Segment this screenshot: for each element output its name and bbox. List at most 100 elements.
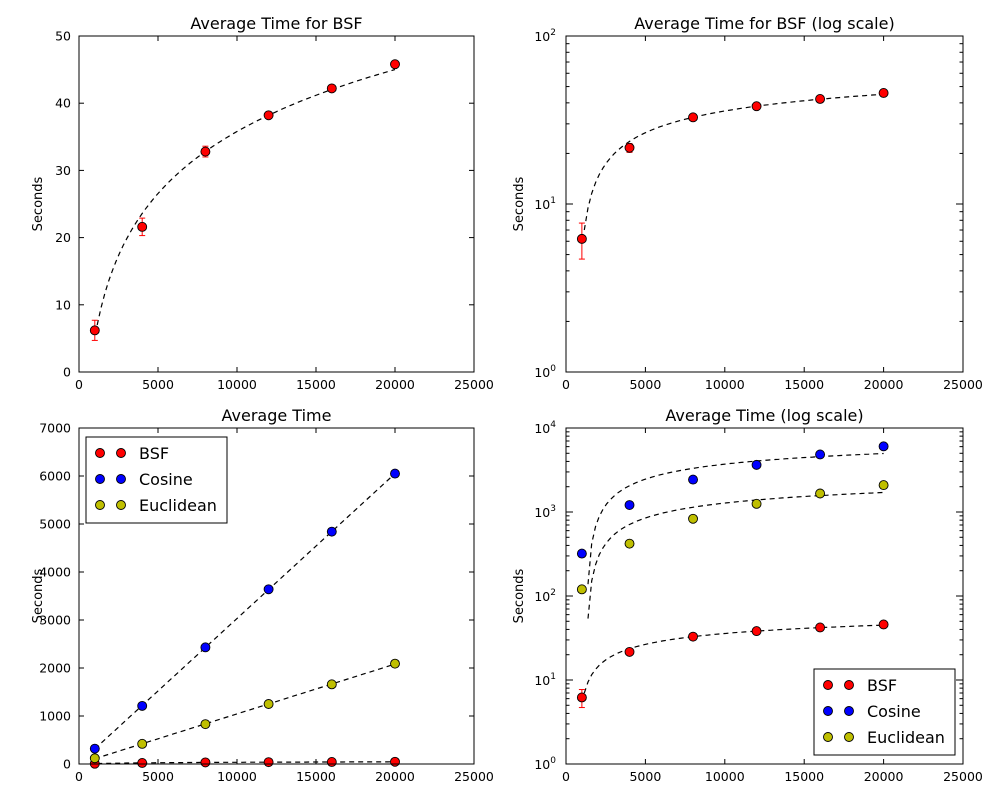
x-tick-label: 10000 bbox=[705, 377, 745, 392]
data-point bbox=[200, 757, 211, 768]
y-tick-label: 6000 bbox=[39, 469, 71, 484]
chart-panel-2: Average Time for BSF (log scale) Seconds 0… bbox=[512, 14, 983, 392]
fit-line bbox=[583, 624, 884, 694]
data-point bbox=[390, 59, 400, 70]
legend-marker bbox=[95, 474, 105, 484]
data-point bbox=[751, 626, 762, 637]
legend: BSF Cosine Euclidean bbox=[813, 668, 956, 756]
legend-marker bbox=[95, 500, 105, 510]
x-tick-label: 25000 bbox=[454, 377, 494, 392]
x-tick-label: 10000 bbox=[217, 377, 257, 392]
legend-label: BSF bbox=[139, 444, 169, 463]
y-tick-label: 101 bbox=[534, 672, 556, 688]
x-tick-label: 0 bbox=[562, 377, 570, 392]
x-tick-label: 25000 bbox=[454, 769, 494, 784]
legend-marker bbox=[116, 500, 126, 510]
data-point bbox=[137, 700, 148, 711]
legend-label: BSF bbox=[867, 676, 897, 695]
series-cosine bbox=[576, 441, 889, 585]
legend-marker bbox=[823, 680, 833, 690]
y-tick-label: 1000 bbox=[39, 709, 71, 724]
legend-marker bbox=[823, 706, 833, 716]
x-tick-label: 5000 bbox=[629, 769, 661, 784]
data-point bbox=[89, 325, 100, 336]
legend-label: Cosine bbox=[139, 470, 193, 489]
x-tick-label: 15000 bbox=[296, 769, 336, 784]
data-point bbox=[390, 658, 400, 669]
y-tick-label: 102 bbox=[534, 28, 556, 44]
data-point bbox=[751, 498, 762, 509]
chart-title: Average Time (log scale) bbox=[665, 406, 863, 425]
y-tick-label: 40 bbox=[55, 96, 71, 111]
data-point bbox=[576, 584, 587, 595]
data-point bbox=[137, 221, 148, 232]
axes-frame bbox=[565, 427, 964, 765]
y-tick-label: 0 bbox=[63, 757, 71, 772]
x-tick-label: 25000 bbox=[943, 769, 983, 784]
chart-panel-1: Average Time for BSF Seconds 0 5000 10000 150… bbox=[31, 14, 494, 392]
data-point bbox=[326, 526, 337, 537]
data-point bbox=[89, 743, 100, 754]
y-tick-label: 20 bbox=[55, 230, 71, 245]
data-point bbox=[624, 500, 635, 510]
data-point bbox=[576, 692, 587, 703]
x-tick-label: 10000 bbox=[217, 769, 257, 784]
series-bsf bbox=[89, 756, 400, 769]
legend-box bbox=[85, 436, 228, 524]
data-point bbox=[576, 548, 587, 559]
data-point bbox=[815, 449, 826, 460]
legend-marker bbox=[844, 706, 854, 716]
data-point bbox=[263, 757, 274, 768]
data-point bbox=[326, 757, 337, 767]
fit-line bbox=[587, 452, 884, 585]
data-point bbox=[688, 631, 698, 642]
x-tick-label: 5000 bbox=[142, 769, 174, 784]
series-bsf bbox=[576, 88, 889, 260]
legend-box bbox=[813, 668, 956, 756]
series-euclidean bbox=[576, 480, 889, 619]
legend-marker bbox=[844, 680, 854, 690]
y-tick-label: 7000 bbox=[39, 421, 71, 436]
y-tick-label: 30 bbox=[55, 163, 71, 178]
data-point bbox=[688, 112, 698, 123]
series-bsf bbox=[89, 59, 400, 341]
x-tick-label: 0 bbox=[75, 769, 83, 784]
legend-marker bbox=[823, 732, 833, 742]
chart-panel-4: Average Time (log scale) Seconds 0 5000 1000… bbox=[512, 406, 983, 784]
x-tick-label: 15000 bbox=[784, 377, 824, 392]
data-point bbox=[200, 642, 211, 653]
fit-line bbox=[583, 93, 884, 231]
legend-label: Euclidean bbox=[867, 728, 945, 747]
data-point bbox=[137, 738, 148, 749]
data-point bbox=[624, 538, 635, 549]
axes-frame bbox=[78, 35, 475, 373]
data-point bbox=[815, 488, 826, 499]
y-axis-label: Seconds bbox=[31, 568, 46, 623]
data-point bbox=[688, 513, 698, 524]
legend-marker bbox=[844, 732, 854, 742]
y-tick-label: 102 bbox=[534, 588, 556, 604]
chart-title: Average Time bbox=[222, 406, 332, 425]
x-tick-label: 20000 bbox=[375, 377, 415, 392]
data-point bbox=[263, 699, 274, 709]
fit-line bbox=[587, 491, 884, 619]
data-point bbox=[878, 619, 889, 630]
data-point bbox=[263, 110, 274, 121]
data-point bbox=[263, 584, 274, 595]
data-point bbox=[200, 719, 211, 730]
y-axis-label: Seconds bbox=[512, 568, 527, 623]
data-point bbox=[137, 758, 148, 768]
data-point bbox=[576, 233, 587, 244]
x-tick-label: 0 bbox=[562, 769, 570, 784]
legend-marker bbox=[95, 448, 105, 458]
y-tick-label: 101 bbox=[534, 196, 556, 212]
data-point bbox=[815, 622, 826, 633]
data-point bbox=[89, 753, 100, 764]
x-tick-label: 20000 bbox=[375, 769, 415, 784]
data-point bbox=[624, 142, 635, 153]
y-tick-label: 100 bbox=[534, 756, 556, 772]
y-tick-label: 50 bbox=[55, 29, 71, 44]
chart-title: Average Time for BSF (log scale) bbox=[634, 14, 894, 33]
